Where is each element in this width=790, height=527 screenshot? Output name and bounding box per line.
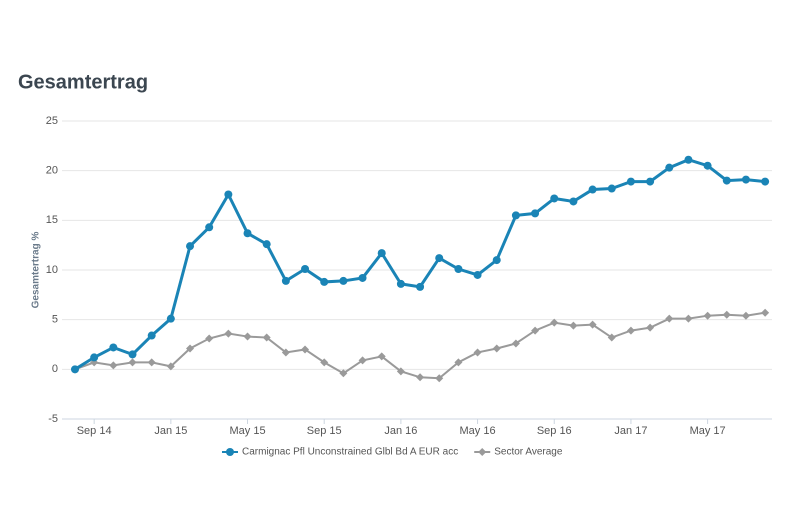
x-tick-label: May 15 (229, 425, 265, 437)
data-point (665, 314, 674, 323)
data-point (703, 161, 712, 170)
x-tick-label: Sep 14 (77, 425, 112, 437)
data-point (109, 361, 118, 370)
y-tick-label: 15 (46, 214, 58, 226)
y-axis-label: Gesamtertrag % (31, 232, 42, 309)
data-point (531, 326, 540, 335)
data-point (339, 276, 348, 285)
data-point (492, 344, 501, 353)
x-tick-label: Jan 16 (384, 425, 417, 437)
data-point (588, 185, 597, 194)
data-point (607, 184, 616, 193)
data-point (396, 367, 405, 376)
data-point (186, 242, 195, 251)
data-point (722, 310, 731, 319)
y-tick-label: 0 (52, 363, 58, 375)
x-tick-label: May 17 (690, 425, 726, 437)
data-point (320, 277, 329, 286)
data-point (90, 353, 99, 362)
data-point (531, 209, 540, 218)
data-point (281, 276, 290, 285)
data-point (262, 240, 271, 249)
y-tick-label: 10 (46, 264, 58, 276)
data-point (281, 348, 290, 357)
data-point (684, 314, 693, 323)
data-point (626, 326, 635, 335)
data-point (416, 282, 425, 291)
data-point (243, 332, 252, 341)
data-point (741, 175, 750, 184)
data-point (147, 358, 156, 367)
data-point (473, 348, 482, 357)
data-point (186, 344, 195, 353)
data-point (722, 176, 731, 185)
series-line (74, 311, 766, 380)
data-point (646, 323, 655, 332)
data-point (377, 352, 386, 361)
data-point (761, 308, 770, 317)
data-point (205, 334, 214, 343)
data-point (569, 197, 578, 206)
x-tick-label: Jan 17 (614, 425, 647, 437)
data-point (473, 270, 482, 279)
data-point (205, 223, 214, 232)
data-point (147, 331, 156, 340)
x-tick-label: Sep 16 (537, 425, 572, 437)
data-point (320, 358, 329, 367)
data-point (435, 254, 444, 263)
data-point (703, 311, 712, 320)
x-tick-label: May 16 (460, 425, 496, 437)
data-point (377, 249, 386, 258)
legend-marker (226, 448, 234, 456)
data-point (626, 177, 635, 186)
data-point (665, 163, 674, 172)
data-point (761, 177, 770, 186)
data-point (435, 374, 444, 383)
data-point (71, 365, 79, 374)
y-tick-label: 20 (46, 165, 58, 177)
series-line (74, 158, 766, 371)
data-point (741, 311, 750, 320)
data-point (416, 373, 425, 382)
y-tick-label: 5 (52, 314, 58, 326)
data-point (358, 356, 367, 365)
legend-label: Carmignac Pfl Unconstrained Glbl Bd A EU… (242, 447, 458, 458)
data-point (301, 265, 310, 274)
data-point (550, 318, 559, 327)
data-point (588, 320, 597, 329)
y-tick-label: -5 (48, 413, 58, 425)
data-point (569, 321, 578, 330)
data-point (128, 358, 137, 367)
legend-label: Sector Average (494, 447, 563, 458)
data-point (607, 333, 616, 342)
data-point (128, 350, 137, 359)
y-tick-label: 25 (46, 115, 58, 127)
data-point (243, 229, 252, 238)
data-point (109, 343, 118, 352)
data-point (511, 339, 520, 348)
data-point (166, 314, 175, 323)
data-point (396, 279, 405, 288)
legend-marker (478, 448, 487, 456)
x-tick-label: Sep 15 (307, 425, 342, 437)
data-point (454, 358, 463, 367)
data-point (262, 333, 271, 342)
data-point (224, 190, 233, 199)
data-point (301, 345, 310, 354)
data-point (224, 329, 233, 338)
data-point (684, 155, 693, 164)
data-point (339, 369, 348, 378)
data-point (358, 273, 367, 282)
data-point (454, 265, 463, 274)
x-tick-label: Jan 15 (154, 425, 187, 437)
data-point (492, 256, 501, 265)
data-point (550, 194, 559, 203)
data-point (511, 211, 520, 220)
data-point (166, 362, 175, 371)
chart-title: Gesamtertrag (18, 71, 148, 93)
data-point (646, 177, 655, 186)
